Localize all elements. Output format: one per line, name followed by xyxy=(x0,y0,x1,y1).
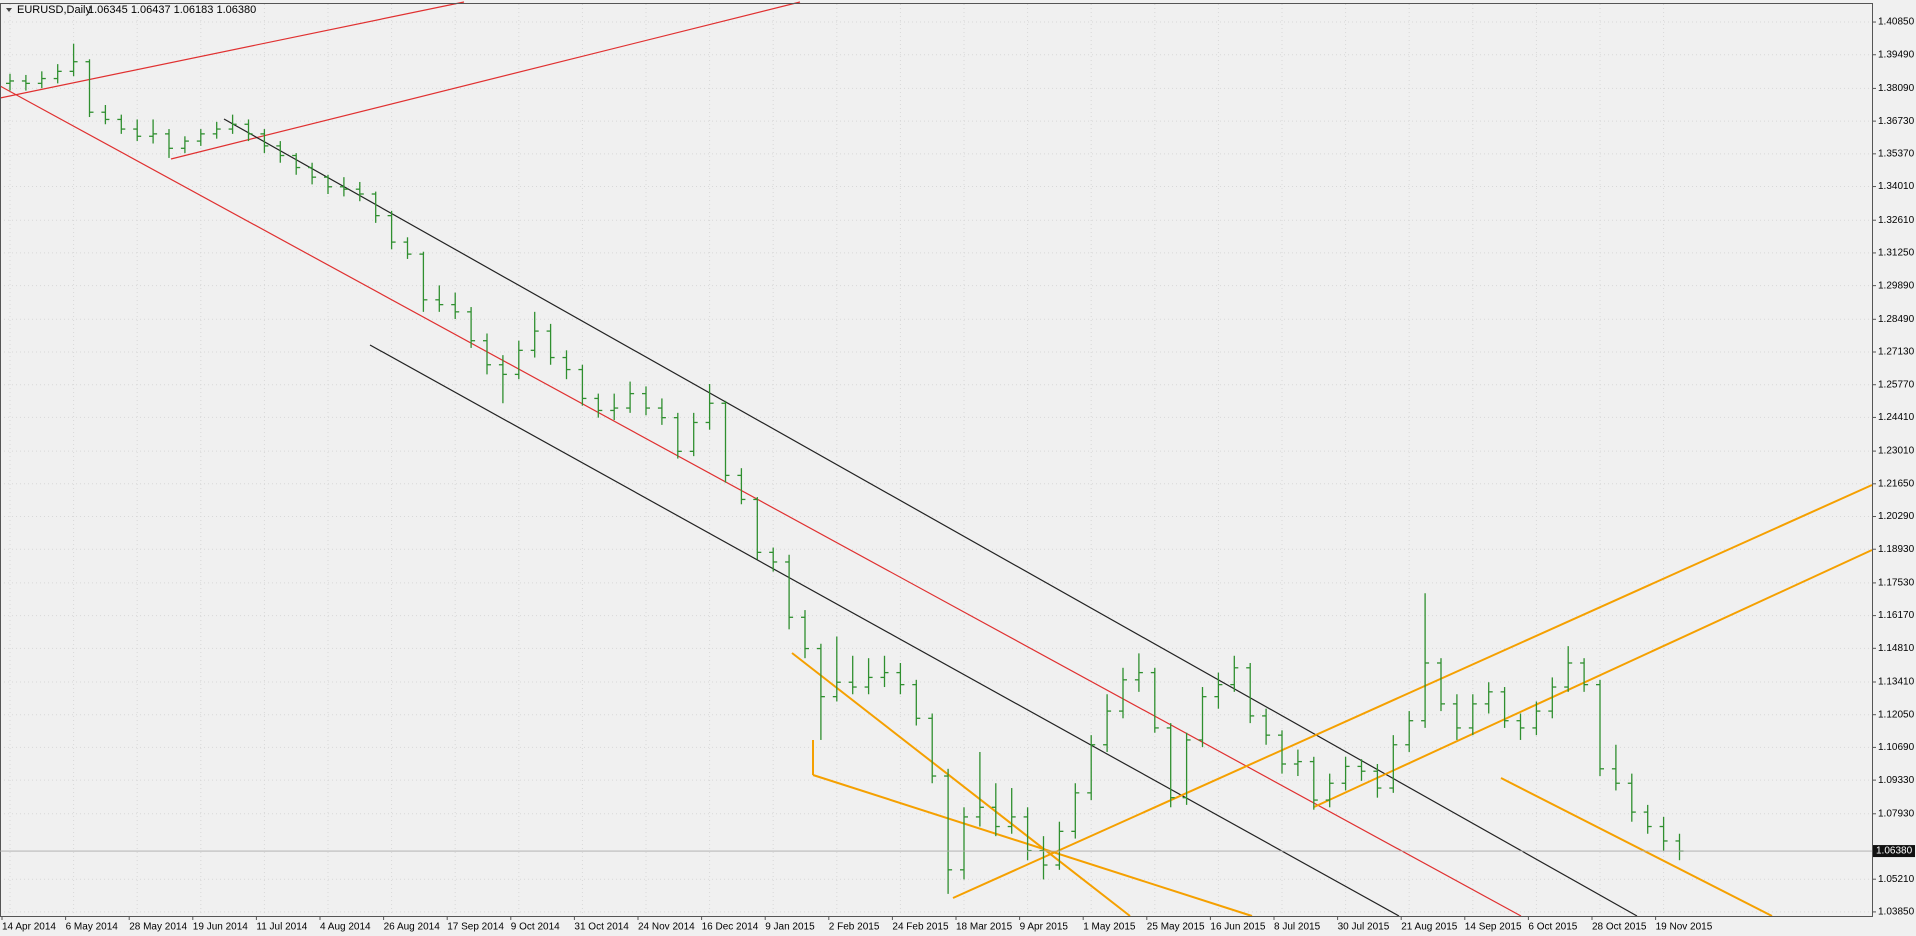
trend-line xyxy=(0,1,465,99)
x-tick-label: 14 Apr 2014 xyxy=(2,922,56,933)
x-tick-label: 11 Jul 2014 xyxy=(256,922,307,933)
x-tick-label: 19 Jun 2014 xyxy=(193,922,248,933)
y-tick-label: 1.28490 xyxy=(1878,314,1915,325)
x-tick-label: 9 Jan 2015 xyxy=(765,922,815,933)
x-tick-label: 14 Sep 2015 xyxy=(1465,922,1522,933)
last-price-label: 1.06380 xyxy=(1876,846,1913,857)
x-tick-label: 17 Sep 2014 xyxy=(447,922,504,933)
y-tick-label: 1.23010 xyxy=(1878,446,1915,457)
x-tick-label: 24 Feb 2015 xyxy=(892,922,949,933)
x-tick-label: 1 May 2015 xyxy=(1083,922,1136,933)
y-tick-label: 1.25770 xyxy=(1878,379,1915,390)
trend-line xyxy=(223,118,1638,917)
x-tick-label: 31 Oct 2014 xyxy=(574,922,629,933)
y-tick-label: 1.35370 xyxy=(1878,148,1915,159)
x-tick-label: 19 Nov 2015 xyxy=(1656,922,1713,933)
y-tick-label: 1.18930 xyxy=(1878,544,1915,555)
y-tick-label: 1.13410 xyxy=(1878,677,1915,688)
chart-subtitle: 1.06345 1.06437 1.06183 1.06380 xyxy=(88,4,256,16)
trend-line xyxy=(0,85,1522,917)
y-tick-label: 1.38090 xyxy=(1878,83,1915,94)
menu-triangle xyxy=(6,8,12,12)
trend-lines xyxy=(0,1,1873,917)
last-price-box xyxy=(1873,845,1915,858)
trend-line xyxy=(952,484,1873,899)
y-tick-label: 1.16170 xyxy=(1878,610,1915,621)
x-tick-label: 8 Jul 2015 xyxy=(1274,922,1321,933)
y-tick-label: 1.14810 xyxy=(1878,643,1915,654)
y-tick-label: 1.24410 xyxy=(1878,412,1915,423)
y-tick-label: 1.03850 xyxy=(1878,907,1915,918)
y-tick-label: 1.34010 xyxy=(1878,181,1915,192)
trend-line xyxy=(791,652,1131,917)
y-tick-label: 1.39490 xyxy=(1878,49,1915,60)
chart-title: EURUSD,Daily xyxy=(17,4,91,16)
x-tick-label: 6 Oct 2015 xyxy=(1528,922,1577,933)
y-tick-label: 1.17530 xyxy=(1878,578,1915,589)
y-tick-label: 1.27130 xyxy=(1878,347,1915,358)
y-tick-label: 1.12050 xyxy=(1878,709,1915,720)
y-tick-label: 1.05210 xyxy=(1878,874,1915,885)
x-tick-label: 6 May 2014 xyxy=(66,922,119,933)
x-tick-label: 21 Aug 2015 xyxy=(1401,922,1458,933)
x-tick-label: 2 Feb 2015 xyxy=(829,922,880,933)
x-tick-label: 16 Jun 2015 xyxy=(1210,922,1265,933)
trend-line xyxy=(812,774,1253,917)
y-tick-label: 1.21650 xyxy=(1878,478,1915,489)
trend-line xyxy=(369,344,1400,917)
x-tick-label: 9 Apr 2015 xyxy=(1020,922,1069,933)
y-tick-label: 1.36730 xyxy=(1878,116,1915,127)
trend-line xyxy=(170,1,801,160)
y-tick-label: 1.40850 xyxy=(1878,17,1915,28)
x-tick-label: 24 Nov 2014 xyxy=(638,922,695,933)
y-tick-label: 1.29890 xyxy=(1878,280,1915,291)
x-tick-label: 16 Dec 2014 xyxy=(702,922,759,933)
y-tick-label: 1.07930 xyxy=(1878,808,1915,819)
x-tick-label: 26 Aug 2014 xyxy=(384,922,441,933)
y-tick-label: 1.32610 xyxy=(1878,215,1915,226)
trend-line xyxy=(1500,777,1773,917)
trend-line xyxy=(1313,549,1873,808)
y-tick-label: 1.10690 xyxy=(1878,742,1915,753)
y-tick-label: 1.20290 xyxy=(1878,511,1915,522)
x-tick-label: 28 Oct 2015 xyxy=(1592,922,1647,933)
x-tick-label: 30 Jul 2015 xyxy=(1338,922,1390,933)
x-tick-label: 4 Aug 2014 xyxy=(320,922,371,933)
x-tick-label: 18 Mar 2015 xyxy=(956,922,1013,933)
x-tick-label: 28 May 2014 xyxy=(129,922,187,933)
x-tick-label: 9 Oct 2014 xyxy=(511,922,560,933)
x-tick-label: 25 May 2015 xyxy=(1147,922,1205,933)
plot-frame xyxy=(0,3,1873,917)
y-tick-label: 1.31250 xyxy=(1878,248,1915,259)
y-tick-label: 1.09330 xyxy=(1878,775,1915,786)
